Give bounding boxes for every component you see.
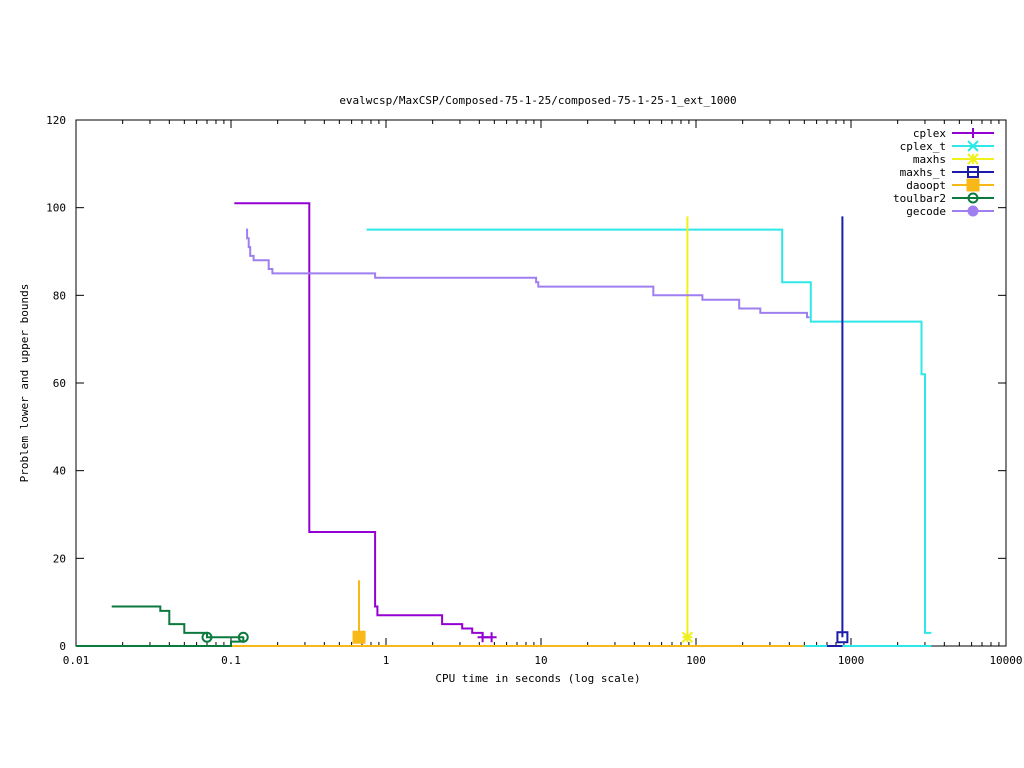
y-tick-label: 120 (46, 114, 66, 127)
legend-marker-gecode (967, 205, 979, 217)
x-axis-label: CPU time in seconds (log scale) (435, 672, 640, 685)
maxhs_t-point (836, 631, 849, 644)
y-tick-label: 0 (59, 640, 66, 653)
x-tick-label: 0.1 (221, 654, 241, 667)
y-tick-label: 60 (53, 377, 66, 390)
legend-label-gecode: gecode (906, 205, 946, 218)
cplex-upper-line (234, 202, 492, 639)
cplex_t-upper-line (366, 228, 932, 634)
legend-label-toulbar2: toulbar2 (893, 192, 946, 205)
toulbar2-point (237, 631, 249, 643)
legend-label-cplex_t: cplex_t (900, 140, 946, 153)
y-axis-label: Problem lower and upper bounds (18, 284, 31, 483)
maxhs-point (681, 631, 694, 643)
series-layer (76, 202, 932, 647)
toulbar2-lower-line (76, 637, 245, 647)
chart-title: evalwcsp/MaxCSP/Composed-75-1-25/compose… (339, 94, 736, 107)
y-tick-label: 20 (53, 552, 66, 565)
x-tick-label: 10 (534, 654, 547, 667)
legend-marker-daoopt (966, 178, 980, 192)
y-tick-label: 40 (53, 465, 66, 478)
legend-marker-cplex (968, 128, 978, 138)
y-tick-label: 80 (53, 289, 66, 302)
legend-label-cplex: cplex (913, 127, 946, 140)
cplex-point (477, 632, 488, 643)
daoopt-point (352, 630, 366, 644)
y-tick-label: 100 (46, 202, 66, 215)
legend-marker-toulbar2 (967, 192, 979, 204)
legend-label-daoopt: daoopt (906, 179, 946, 192)
legend-label-maxhs_t: maxhs_t (900, 166, 946, 179)
x-tick-label: 0.01 (63, 654, 90, 667)
legend: cplexcplex_tmaxhsmaxhs_tdaoopttoulbar2ge… (893, 127, 994, 218)
toulbar2-point (201, 631, 213, 643)
plot-frame (75, 119, 1007, 647)
legend-marker-maxhs (967, 153, 979, 165)
legend-label-maxhs: maxhs (913, 153, 946, 166)
x-tick-label: 1000 (838, 654, 865, 667)
legend-marker-maxhs_t (967, 166, 979, 178)
x-tick-label: 10000 (989, 654, 1022, 667)
axes: 0.01 0.1 1 10 100 1000 10000 0 20 40 60 80 100 120 (46, 114, 1022, 667)
legend-marker-cplex_t (967, 140, 979, 152)
x-tick-label: 100 (686, 654, 706, 667)
cplex-point (486, 632, 497, 643)
toulbar2-upper-line (111, 605, 244, 639)
gecode-upper-line (246, 228, 810, 319)
x-tick-label: 1 (383, 654, 390, 667)
